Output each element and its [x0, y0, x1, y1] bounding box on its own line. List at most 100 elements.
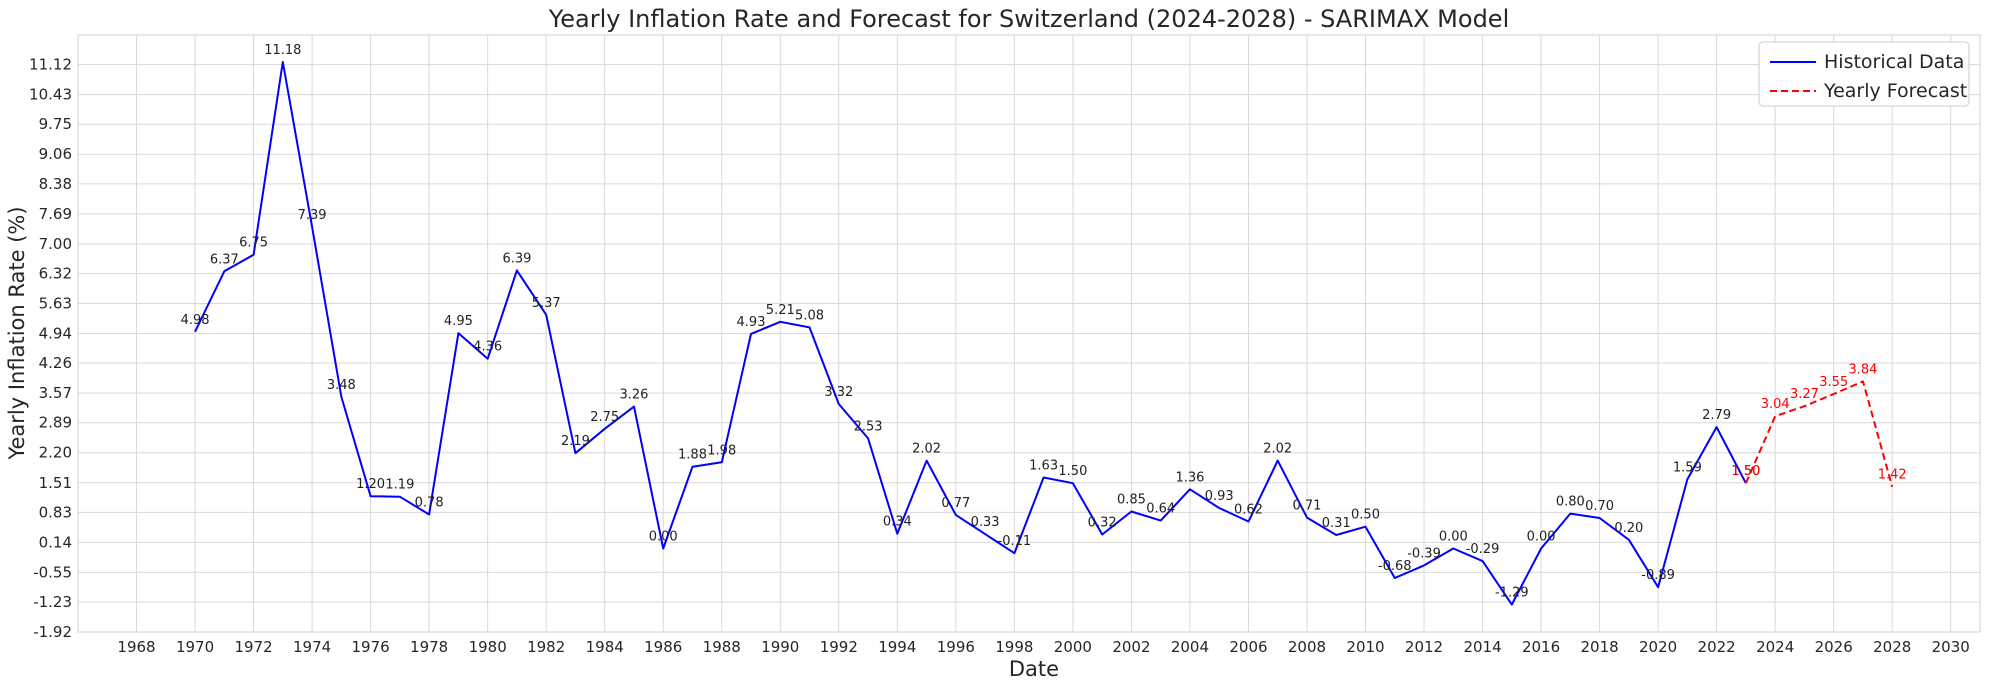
- historical-data-label: 0.34: [883, 515, 912, 530]
- forecast-data-label: 3.04: [1761, 397, 1790, 412]
- x-tick-labels: 1968 1970 1972 1974 1976 1978 1980 1982 1984 1986…: [117, 638, 1969, 656]
- historical-data-label: 7.39: [298, 208, 327, 223]
- x-tick-label: 2004: [1171, 638, 1209, 656]
- y-tick-labels: -1.92 -1.23 -0.55 0.14 0.83 1.51 2.20 2.89 3.57 4…: [29, 56, 72, 641]
- x-tick-label: 2010: [1346, 638, 1384, 656]
- historical-data-label: 4.98: [181, 313, 210, 328]
- legend-box: [1758, 41, 1970, 107]
- historical-data-label: 2.02: [912, 442, 941, 457]
- y-tick-label: 6.32: [39, 264, 72, 282]
- x-tick-label: 1968: [117, 638, 155, 656]
- grid: [78, 35, 1980, 633]
- x-tick-label: 2012: [1405, 638, 1443, 656]
- x-tick-label: 1990: [761, 638, 799, 656]
- x-tick-label: 2030: [1932, 638, 1970, 656]
- y-tick-label: 2.89: [39, 414, 72, 432]
- historical-data-label: 2.79: [1702, 408, 1731, 423]
- x-tick-label: 2028: [1873, 638, 1911, 656]
- legend: Historical Data Yearly Forecast: [1758, 41, 1970, 107]
- x-tick-label: 1986: [644, 638, 682, 656]
- historical-data-label: 2.75: [590, 410, 619, 425]
- historical-data-label: 0.78: [415, 496, 444, 511]
- x-tick-label: 1988: [703, 638, 741, 656]
- historical-data-label: -0.11: [998, 534, 1032, 549]
- x-tick-label: 2008: [1288, 638, 1326, 656]
- x-tick-label: 1974: [293, 638, 331, 656]
- historical-data-label: 1.20: [356, 477, 385, 492]
- historical-data-label: 0.00: [1527, 529, 1556, 544]
- historical-data-label: 0.20: [1614, 521, 1643, 536]
- historical-data-label: 1.36: [1175, 470, 1204, 485]
- forecast-data-label: 1.50: [1731, 464, 1760, 479]
- historical-data-label: 2.02: [1263, 442, 1292, 457]
- x-tick-label: 2024: [1756, 638, 1794, 656]
- historical-data-label: 4.36: [473, 340, 502, 355]
- historical-data-label: 11.18: [264, 43, 301, 58]
- series-lines: [194, 61, 1894, 606]
- forecast-data-label: 3.27: [1790, 387, 1819, 402]
- historical-data-label: 3.32: [824, 385, 853, 400]
- historical-data-label: 0.32: [1088, 516, 1117, 531]
- historical-data-label: 0.33: [971, 515, 1000, 530]
- y-tick-label: 1.51: [39, 474, 72, 492]
- forecast-data-label: 1.42: [1878, 468, 1907, 483]
- x-tick-label: 1980: [469, 638, 507, 656]
- y-tick-label: 3.57: [39, 384, 72, 402]
- historical-data-label: 0.50: [1351, 508, 1380, 523]
- chart-title: Yearly Inflation Rate and Forecast for S…: [548, 5, 1509, 33]
- y-tick-label: 0.14: [39, 533, 72, 551]
- historical-data-label: 0.77: [941, 496, 970, 511]
- forecast-data-label: 3.84: [1848, 362, 1877, 377]
- forecast-data-label: 3.55: [1819, 375, 1848, 390]
- y-tick-label: -1.92: [33, 623, 72, 641]
- y-tick-label: 7.69: [39, 205, 72, 223]
- historical-data-label: 1.88: [678, 448, 707, 463]
- historical-data-label: 6.75: [239, 236, 268, 251]
- y-tick-label: 10.43: [29, 86, 72, 104]
- legend-forecast-label: Yearly Forecast: [1823, 80, 1967, 102]
- historical-data-label: -0.39: [1407, 546, 1441, 561]
- historical-data-label: 0.80: [1556, 495, 1585, 510]
- y-tick-label: 8.38: [39, 175, 72, 193]
- historical-data-label: 2.53: [854, 419, 883, 434]
- historical-data-label: 4.95: [444, 314, 473, 329]
- historical-data-label: 6.39: [502, 251, 531, 266]
- historical-data-label: 1.98: [707, 443, 736, 458]
- legend-historical-label: Historical Data: [1824, 51, 1964, 73]
- historical-data-label: 1.63: [1029, 459, 1058, 474]
- plot-area-border: [77, 34, 1981, 633]
- x-tick-label: 1998: [995, 638, 1033, 656]
- x-tick-label: 1994: [878, 638, 916, 656]
- x-tick-label: 1978: [410, 638, 448, 656]
- x-tick-label: 1970: [176, 638, 214, 656]
- x-tick-label: 1984: [586, 638, 624, 656]
- y-tick-label: 4.26: [39, 354, 72, 372]
- historical-data-label: 5.08: [795, 308, 824, 323]
- y-tick-label: 9.75: [39, 115, 72, 133]
- historical-data-label: 0.31: [1322, 516, 1351, 531]
- y-tick-label: 0.83: [39, 503, 72, 521]
- y-tick-label: 4.94: [39, 325, 72, 343]
- y-tick-label: 2.20: [39, 444, 72, 462]
- historical-data-label: 0.00: [1439, 529, 1468, 544]
- x-axis-label: Date: [1009, 657, 1059, 681]
- historical-data-label: 5.37: [532, 296, 561, 311]
- historical-data-label: 0.00: [649, 529, 678, 544]
- x-tick-label: 2026: [1815, 638, 1853, 656]
- historical-data-label: -0.29: [1466, 542, 1500, 557]
- y-tick-label: 7.00: [39, 235, 72, 253]
- historical-data-label: 1.50: [1058, 464, 1087, 479]
- historical-data-label: 5.21: [766, 303, 795, 318]
- x-tick-label: 2016: [1522, 638, 1560, 656]
- x-tick-label: 2006: [1229, 638, 1267, 656]
- y-tick-label: -1.23: [33, 593, 72, 611]
- historical-data-label: 0.62: [1234, 502, 1263, 517]
- historical-data-label: 3.48: [327, 378, 356, 393]
- historical-data-label: 0.93: [1205, 489, 1234, 504]
- x-tick-label: 2000: [1054, 638, 1092, 656]
- x-tick-label: 2018: [1581, 638, 1619, 656]
- historical-data-label: 3.26: [619, 388, 648, 403]
- y-tick-label: 11.12: [29, 56, 72, 74]
- historical-data-label: 0.85: [1117, 492, 1146, 507]
